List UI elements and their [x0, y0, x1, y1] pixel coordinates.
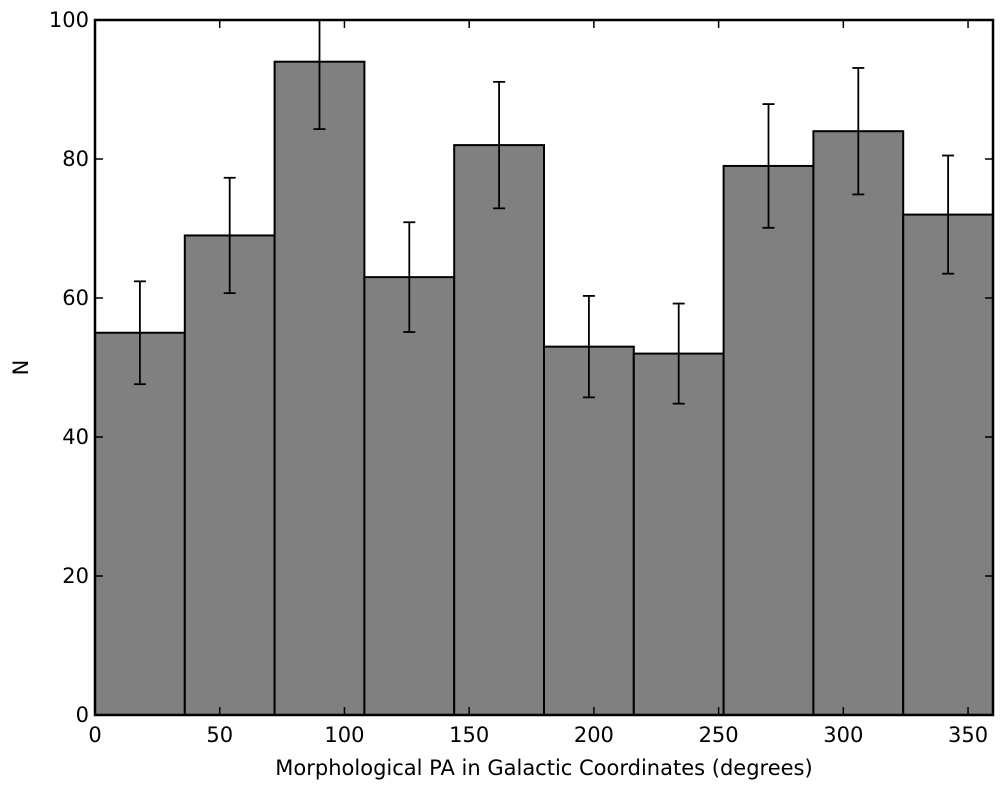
error-bar: [133, 280, 146, 386]
x-tick-label: 150: [449, 723, 489, 747]
histogram-bar: [543, 345, 635, 716]
histogram-bar: [363, 276, 456, 716]
error-bar: [672, 302, 685, 405]
x-tick-label: 350: [948, 723, 988, 747]
ticks-group: [94, 19, 993, 716]
histogram-bar: [94, 331, 186, 716]
error-bar: [493, 80, 506, 210]
y-tick-label: 100: [49, 8, 89, 32]
histogram-bar: [273, 60, 366, 716]
x-axis-label: Morphological PA in Galactic Coordinates…: [275, 756, 812, 780]
x-tick-label: 200: [574, 723, 614, 747]
error-bar: [223, 176, 236, 295]
error-bar: [942, 154, 955, 275]
error-bar: [852, 67, 865, 196]
y-tick-label: 20: [62, 564, 89, 588]
y-axis-label: N: [9, 360, 33, 376]
histogram-bar: [632, 352, 725, 716]
error-bar: [403, 221, 416, 333]
plot-frame: [93, 18, 995, 717]
histogram-bar: [902, 213, 995, 716]
histogram-bar: [183, 234, 276, 716]
x-tick-label: 250: [699, 723, 739, 747]
x-tick-label: 300: [823, 723, 863, 747]
bars-group: [94, 60, 995, 717]
x-tick-label: 50: [206, 723, 233, 747]
error-bars-group: [133, 20, 955, 405]
error-bar: [762, 103, 775, 229]
y-tick-label: 60: [62, 286, 89, 310]
histogram-bar: [812, 130, 905, 716]
error-bar: [313, 20, 326, 131]
y-tick-label: 0: [76, 703, 89, 727]
histogram-bar: [722, 164, 815, 716]
tick-labels-group: 0 50 100 150 200 250 300 350 0 20 40 60 80 100: [49, 8, 988, 747]
error-bar: [582, 295, 595, 399]
histogram-bar: [453, 144, 546, 717]
y-tick-label: 40: [62, 425, 89, 449]
x-tick-label: 100: [324, 723, 364, 747]
x-tick-label: 0: [88, 723, 101, 747]
y-tick-label: 80: [62, 147, 89, 171]
